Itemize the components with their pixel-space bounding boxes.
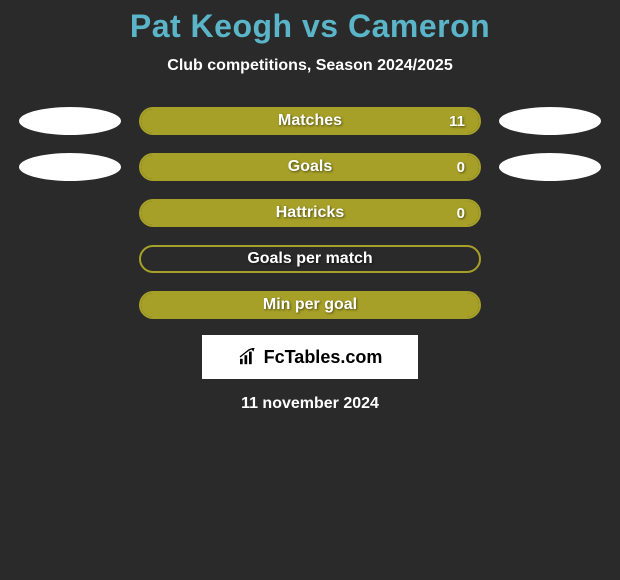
stat-row: Goals per match <box>0 243 620 275</box>
stat-row: Matches 11 <box>0 105 620 137</box>
logo-box[interactable]: FcTables.com <box>202 335 418 379</box>
logo-label: FcTables.com <box>264 347 383 368</box>
stat-label: Matches <box>278 112 342 130</box>
player-avatar-left <box>19 107 121 135</box>
page-title: Pat Keogh vs Cameron <box>0 8 620 45</box>
stat-row: Min per goal <box>0 289 620 321</box>
stat-value: 0 <box>457 205 465 222</box>
date-label: 11 november 2024 <box>0 395 620 413</box>
player-avatar-right <box>499 153 601 181</box>
chart-icon <box>238 348 260 366</box>
stat-value: 0 <box>457 159 465 176</box>
player-avatar-right <box>499 107 601 135</box>
stat-bars-container: Matches 11 Goals 0 Hattricks 0 Goals per match… <box>0 105 620 321</box>
stat-bar: Matches 11 <box>139 107 481 135</box>
stat-value: 11 <box>449 113 465 130</box>
stat-label: Hattricks <box>276 204 344 222</box>
stat-label: Goals <box>288 158 332 176</box>
player-avatar-left <box>19 153 121 181</box>
stat-row: Goals 0 <box>0 151 620 183</box>
stat-row: Hattricks 0 <box>0 197 620 229</box>
stat-bar: Min per goal <box>139 291 481 319</box>
logo-text: FcTables.com <box>238 347 383 368</box>
comparison-widget: Pat Keogh vs Cameron Club competitions, … <box>0 0 620 413</box>
stat-label: Goals per match <box>247 250 372 268</box>
stat-bar: Hattricks 0 <box>139 199 481 227</box>
stat-bar: Goals 0 <box>139 153 481 181</box>
stat-label: Min per goal <box>263 296 357 314</box>
subtitle: Club competitions, Season 2024/2025 <box>0 57 620 75</box>
stat-bar: Goals per match <box>139 245 481 273</box>
